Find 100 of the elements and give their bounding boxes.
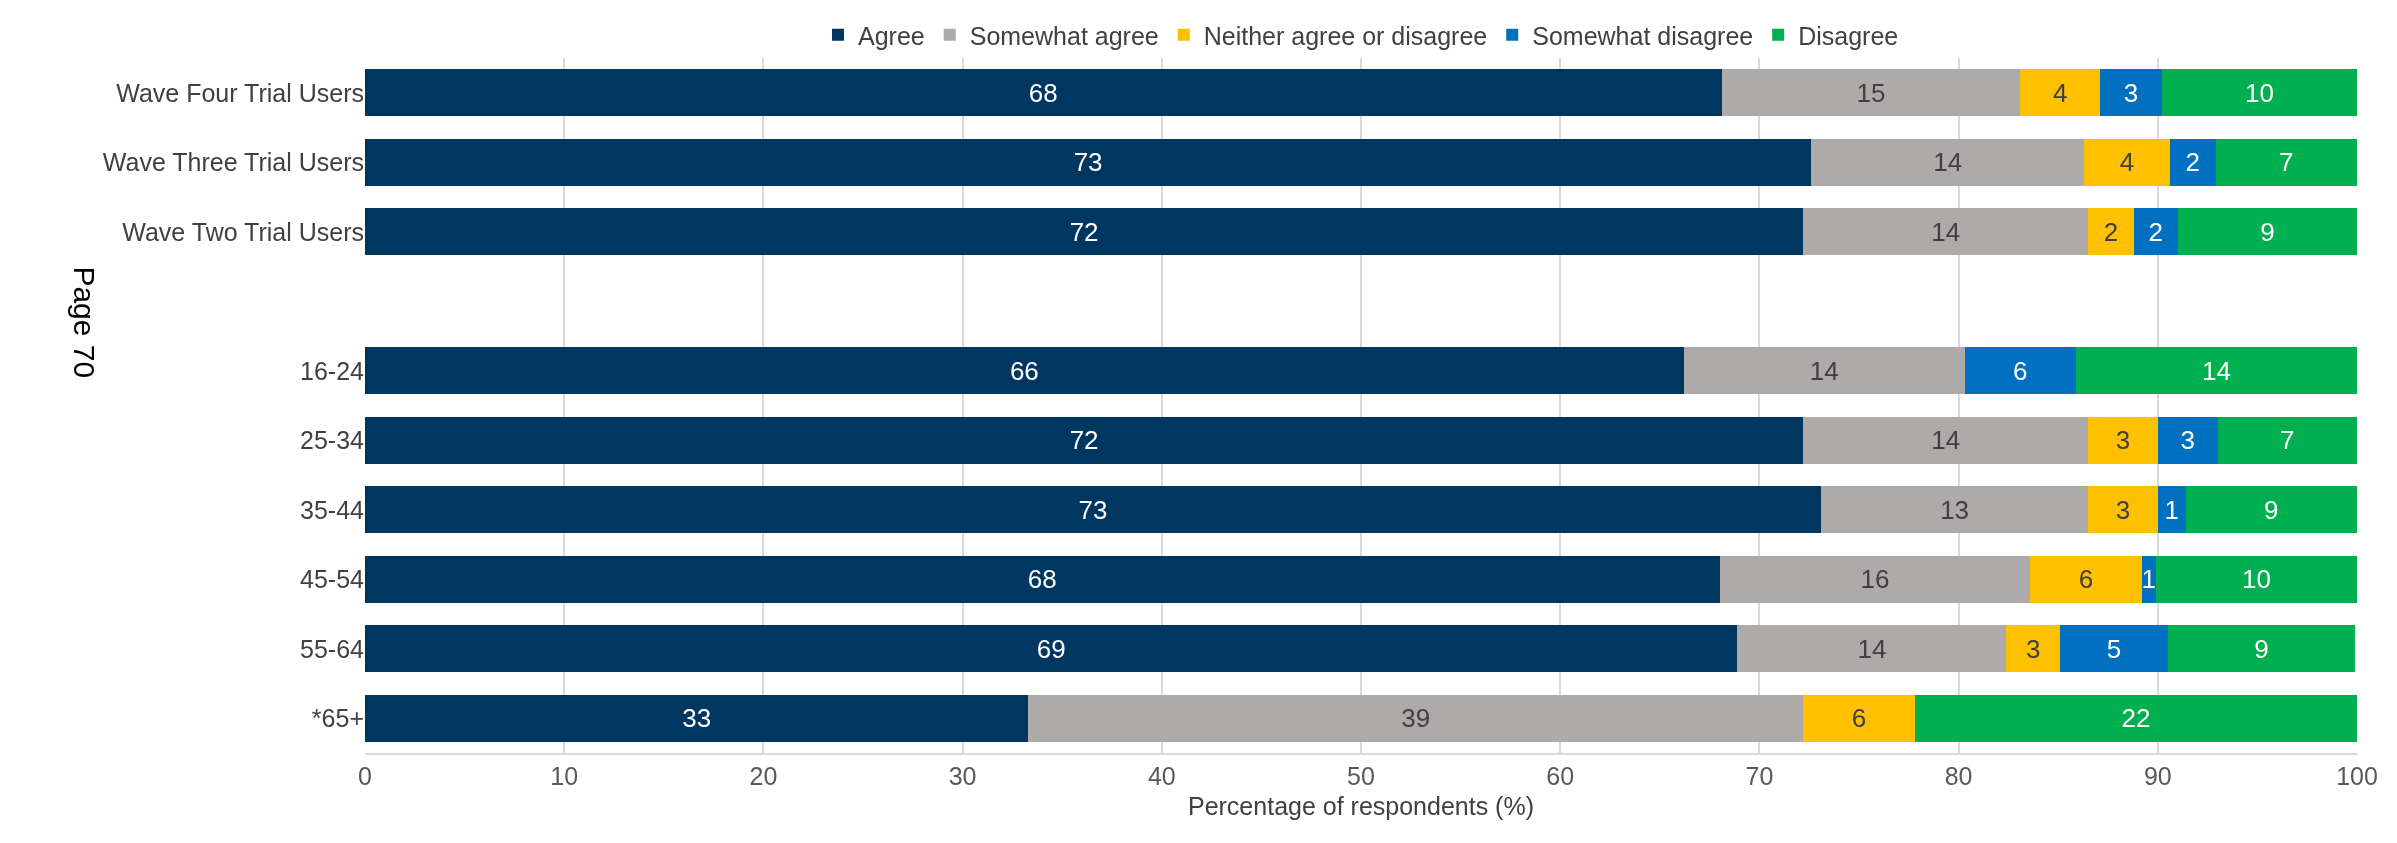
data-label: 14 <box>1933 147 1963 178</box>
bar <box>365 625 1738 673</box>
data-label: 7 <box>2279 147 2294 178</box>
data-label: 33 <box>682 703 712 734</box>
data-label: 6 <box>2078 564 2094 595</box>
data-label: 16 <box>1860 564 1890 595</box>
data-label: 68 <box>1027 564 1057 595</box>
x-tick-label: 60 <box>1546 762 1575 790</box>
data-label: 22 <box>2121 703 2151 734</box>
data-label: 13 <box>1940 494 1970 525</box>
bar <box>2185 486 2357 534</box>
data-label: 73 <box>1078 494 1108 525</box>
data-label: 72 <box>1069 425 1099 456</box>
data-label: 6 <box>2013 355 2028 386</box>
y-tick-label: 35-44 <box>300 495 365 524</box>
data-label: 15 <box>1856 77 1886 108</box>
bar <box>1964 347 2077 395</box>
data-label: 72 <box>1069 216 1099 247</box>
data-label: 2 <box>2185 147 2200 178</box>
bar <box>2133 208 2178 256</box>
bar <box>2157 486 2186 534</box>
legend-label: Neither agree or disagree <box>1203 21 1488 50</box>
legend-label: Somewhat agree <box>969 21 1159 50</box>
bar <box>1719 555 2031 603</box>
data-label: 73 <box>1073 147 1103 178</box>
y-tick-label: 55-64 <box>300 634 365 663</box>
bar <box>2100 69 2162 117</box>
bar <box>1721 69 2021 117</box>
x-tick-label: 0 <box>358 762 372 790</box>
bar <box>2020 69 2101 117</box>
bar <box>365 416 1804 464</box>
data-label: 2 <box>2148 216 2164 247</box>
data-label: 69 <box>1036 633 1066 664</box>
legend-label: Disagree <box>1798 21 1899 50</box>
bar <box>1683 347 1965 395</box>
bar <box>2167 625 2356 673</box>
y-tick-label: 45-54 <box>300 565 365 593</box>
bar <box>2088 486 2158 534</box>
data-label: 2 <box>2103 216 2119 247</box>
data-label: 1 <box>2164 494 2179 525</box>
bar <box>2084 138 2170 186</box>
bar <box>2157 416 2218 464</box>
legend-label: Somewhat disagree <box>1532 21 1754 50</box>
data-label: 9 <box>2254 633 2269 664</box>
data-label: 4 <box>2052 77 2068 108</box>
bar <box>2088 416 2158 464</box>
x-tick-label: 20 <box>749 762 778 790</box>
bar <box>1803 208 2089 256</box>
data-label: 39 <box>1401 703 1431 734</box>
y-tick-label: 25-34 <box>300 426 365 454</box>
bar <box>1821 486 2089 534</box>
bar <box>1914 694 2357 742</box>
bar <box>2088 208 2134 256</box>
bar <box>365 208 1804 256</box>
bar <box>1028 694 1804 742</box>
data-label: 10 <box>2241 564 2271 595</box>
y-tick-label: Wave Three Trial Users <box>102 148 364 176</box>
data-label: 1 <box>2141 564 2157 595</box>
y-tick-label: Wave Four Trial Users <box>116 78 364 107</box>
bar <box>2215 138 2357 186</box>
bar <box>2169 138 2216 186</box>
data-label: 14 <box>1809 355 1839 386</box>
bar <box>2161 69 2357 117</box>
x-tick-label: 100 <box>2336 762 2378 790</box>
bar <box>1737 625 2007 673</box>
data-label: 3 <box>2123 77 2139 108</box>
data-label: 3 <box>2180 425 2195 456</box>
y-tick-label: Wave Two Trial Users <box>122 217 364 246</box>
x-tick-label: 70 <box>1745 762 1774 790</box>
bar <box>1811 138 2085 186</box>
data-label: 4 <box>2119 147 2135 178</box>
data-label: 3 <box>2115 425 2131 456</box>
data-label: 14 <box>2202 355 2232 386</box>
data-label: 14 <box>1931 216 1961 247</box>
bar <box>365 555 1720 603</box>
data-label: 6 <box>1851 703 1867 734</box>
x-tick-label: 30 <box>948 762 977 790</box>
bar <box>2076 347 2357 395</box>
data-label: 3 <box>2026 633 2041 664</box>
x-tick-label: 90 <box>2143 762 2172 790</box>
data-label: 68 <box>1028 77 1058 108</box>
text: Page 70 <box>67 266 101 379</box>
x-tick-label: 40 <box>1147 762 1176 790</box>
bar <box>1803 416 2089 464</box>
bar <box>365 138 1812 186</box>
bar <box>2177 208 2357 256</box>
legend-label: Agree <box>858 21 925 50</box>
bar <box>365 69 1722 117</box>
bar <box>2217 416 2357 464</box>
bar <box>2155 555 2357 603</box>
data-label: 9 <box>2264 494 2279 525</box>
data-label: 3 <box>2115 494 2131 525</box>
data-label: 5 <box>2106 633 2122 664</box>
bar <box>2030 555 2142 603</box>
data-label: 14 <box>1931 425 1961 456</box>
x-axis-title: Percentage of respondents (%) <box>1187 791 1535 820</box>
data-label: 10 <box>2244 77 2274 108</box>
x-tick-label: 50 <box>1347 762 1375 790</box>
bar <box>1803 694 1915 742</box>
bar <box>2006 625 2061 673</box>
